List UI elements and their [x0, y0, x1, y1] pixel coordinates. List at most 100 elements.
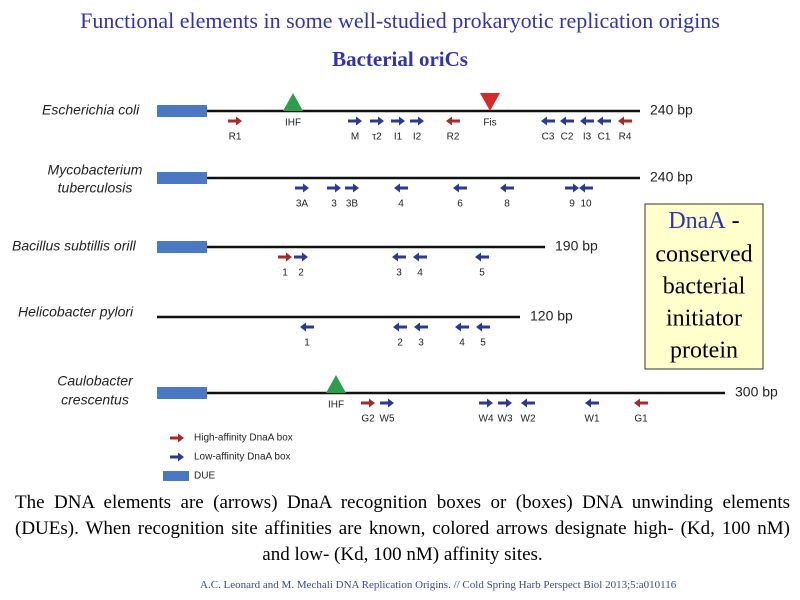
- dnaa-box-arrow: [521, 398, 535, 408]
- legend-label: High-affinity DnaA box: [194, 433, 293, 444]
- origin-length: 300 bp: [735, 384, 778, 400]
- element-label: 1: [282, 268, 288, 279]
- callout-term: DnaA: [668, 208, 726, 234]
- origin-length: 120 bp: [530, 308, 573, 324]
- callout-dash: -: [732, 208, 740, 234]
- dnaa-box-arrow: [597, 116, 611, 126]
- organism-name: crescentus: [61, 392, 129, 408]
- dnaa-box-arrow: [393, 322, 407, 332]
- dnaa-box-arrow: [446, 116, 460, 126]
- origin-length: 190 bp: [555, 238, 598, 254]
- element-label: R1: [229, 132, 242, 143]
- element-label: W5: [380, 414, 395, 425]
- element-label: 1: [304, 338, 310, 349]
- dnaa-box-arrow: [380, 398, 394, 408]
- element-label: 2: [397, 338, 403, 349]
- protein-marker: [283, 93, 303, 111]
- dnaa-box-arrow: [453, 183, 467, 193]
- dnaa-box-arrow: [560, 116, 574, 126]
- organism-name: Caulobacter: [57, 373, 134, 389]
- dnaa-box-arrow: [414, 322, 428, 332]
- callout-box: [644, 203, 764, 370]
- element-label: 3A: [296, 199, 309, 210]
- organism-name: Bacillus subtillis orill: [12, 238, 137, 254]
- organism-name: Helicobacter pylori: [18, 304, 134, 320]
- element-label: I1: [394, 132, 403, 143]
- dnaa-box-arrow: [585, 398, 599, 408]
- element-label: 5: [479, 268, 485, 279]
- element-label: I3: [583, 132, 592, 143]
- dnaa-box-arrow: [541, 116, 555, 126]
- element-label: C1: [598, 132, 611, 143]
- element-label: 2: [298, 268, 304, 279]
- dnaa-box-arrow: [294, 252, 308, 262]
- dnaa-box-arrow: [579, 183, 593, 193]
- element-label: 3: [396, 268, 402, 279]
- dnaa-box-arrow: [455, 322, 469, 332]
- element-label: 3B: [346, 199, 359, 210]
- dnaa-box-arrow: [361, 398, 375, 408]
- element-label: 6: [457, 199, 463, 210]
- element-label: 5: [480, 338, 486, 349]
- element-label: G2: [361, 414, 375, 425]
- dnaa-box-arrow: [392, 252, 406, 262]
- title: Functional elements in some well-studied…: [80, 8, 720, 33]
- legend-label: DUE: [194, 471, 215, 482]
- callout-line: conserved: [655, 242, 752, 268]
- due-box: [157, 241, 207, 253]
- element-label: M: [351, 132, 359, 143]
- origin-length: 240 bp: [650, 102, 693, 118]
- due-box: [157, 172, 207, 184]
- dnaa-box-arrow: [370, 116, 384, 126]
- dnaa-box-arrow: [565, 183, 579, 193]
- element-label: 4: [398, 199, 404, 210]
- dnaa-box-arrow: [634, 398, 648, 408]
- dnaa-box-arrow: [327, 183, 341, 193]
- element-label: R4: [619, 132, 632, 143]
- element-label: I2: [413, 132, 422, 143]
- dnaa-box-arrow: [278, 252, 292, 262]
- dnaa-box-arrow: [580, 116, 594, 126]
- marker-label: Fis: [483, 118, 496, 129]
- callout-line: bacterial: [663, 274, 746, 300]
- due-box: [157, 105, 207, 117]
- dnaa-box-arrow: [410, 116, 424, 126]
- element-label: 3: [418, 338, 424, 349]
- legend-due-box: [163, 471, 189, 481]
- element-label: 4: [459, 338, 465, 349]
- callout-text: DnaA -: [668, 208, 739, 234]
- marker-label: IHF: [285, 118, 301, 129]
- dnaa-box-arrow: [476, 322, 490, 332]
- subtitle: Bacterial oriCs: [332, 47, 468, 71]
- diagram: Functional elements in some well-studied…: [12, 8, 778, 482]
- element-label: 3: [331, 199, 337, 210]
- protein-marker: [480, 93, 500, 111]
- element-label: C2: [561, 132, 574, 143]
- element-label: τ2: [372, 132, 382, 143]
- element-label: 8: [504, 199, 510, 210]
- element-label: 9: [569, 199, 575, 210]
- dnaa-box-arrow: [295, 183, 309, 193]
- element-label: W1: [585, 414, 600, 425]
- callout-line: protein: [670, 338, 738, 364]
- organism-name: Escherichia coli: [42, 102, 140, 118]
- element-label: 10: [580, 199, 592, 210]
- dnaa-box-arrow: [618, 116, 632, 126]
- dnaa-box-arrow: [170, 452, 184, 462]
- organism-name: tuberculosis: [58, 180, 133, 196]
- origin-length: 240 bp: [650, 169, 693, 185]
- dnaa-box-arrow: [391, 116, 405, 126]
- dnaa-box-arrow: [228, 116, 242, 126]
- dnaa-box-arrow: [345, 183, 359, 193]
- element-label: W2: [521, 414, 536, 425]
- element-label: W4: [479, 414, 494, 425]
- dnaa-box-arrow: [413, 252, 427, 262]
- element-label: 4: [417, 268, 423, 279]
- element-label: C3: [542, 132, 555, 143]
- protein-marker: [326, 375, 346, 393]
- dnaa-box-arrow: [170, 433, 184, 443]
- dnaa-box-arrow: [500, 183, 514, 193]
- dnaa-box-arrow: [300, 322, 314, 332]
- marker-label: IHF: [328, 400, 344, 411]
